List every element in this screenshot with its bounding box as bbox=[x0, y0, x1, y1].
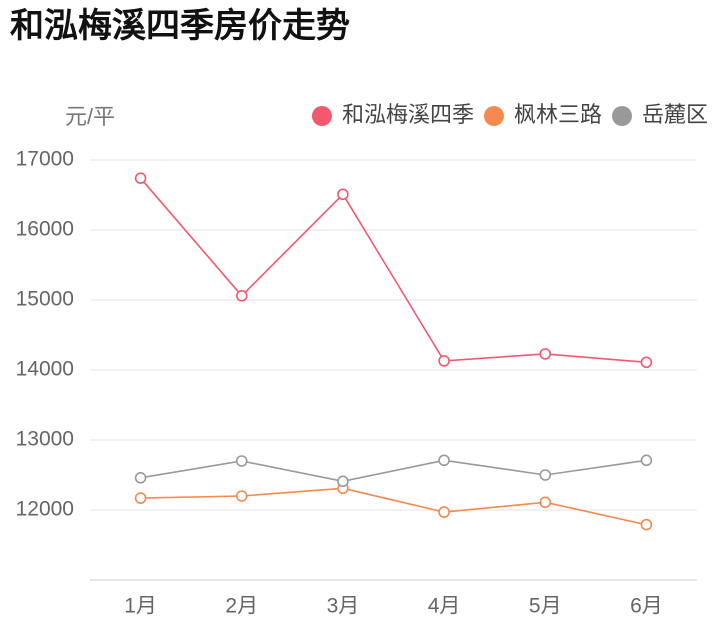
data-point bbox=[134, 471, 147, 484]
x-tick-label: 3月 bbox=[327, 595, 360, 618]
y-tick-label: 12000 bbox=[16, 498, 74, 521]
data-point bbox=[640, 518, 653, 531]
legend-label: 枫林三路 bbox=[514, 102, 602, 127]
data-point bbox=[438, 506, 450, 518]
data-point bbox=[438, 454, 450, 467]
data-point bbox=[640, 454, 653, 467]
data-point bbox=[640, 356, 653, 369]
data-point bbox=[337, 188, 349, 201]
data-point bbox=[438, 355, 450, 367]
legend-label: 岳麓区 bbox=[642, 102, 708, 127]
data-point bbox=[235, 455, 248, 467]
series-line bbox=[140, 459, 647, 483]
series-line bbox=[140, 487, 647, 526]
data-point bbox=[134, 492, 147, 504]
x-tick-label: 1月 bbox=[124, 595, 157, 618]
x-tick-label: 6月 bbox=[630, 595, 663, 618]
y-axis-label: 元/平 bbox=[65, 104, 115, 129]
data-point bbox=[539, 348, 552, 360]
data-point bbox=[337, 475, 349, 488]
data-point bbox=[539, 469, 552, 481]
x-tick-label: 4月 bbox=[428, 595, 461, 618]
y-tick-label: 15000 bbox=[16, 288, 74, 311]
data-point bbox=[235, 289, 248, 302]
y-tick-label: 16000 bbox=[16, 218, 74, 241]
legend-marker bbox=[611, 106, 632, 126]
legend-label: 和泓梅溪四季 bbox=[342, 102, 474, 127]
y-tick-label: 13000 bbox=[16, 428, 74, 451]
data-point bbox=[235, 490, 248, 502]
data-point bbox=[539, 496, 552, 509]
legend-marker bbox=[311, 106, 332, 126]
data-point bbox=[134, 172, 147, 184]
y-tick-label: 17000 bbox=[16, 148, 74, 171]
y-tick-label: 14000 bbox=[16, 358, 74, 381]
chart-title: 和泓梅溪四季房价走势 bbox=[10, 7, 350, 45]
legend-marker bbox=[483, 106, 504, 126]
x-tick-label: 5月 bbox=[529, 595, 562, 618]
x-tick-label: 2月 bbox=[225, 595, 258, 618]
series-line bbox=[139, 177, 647, 364]
